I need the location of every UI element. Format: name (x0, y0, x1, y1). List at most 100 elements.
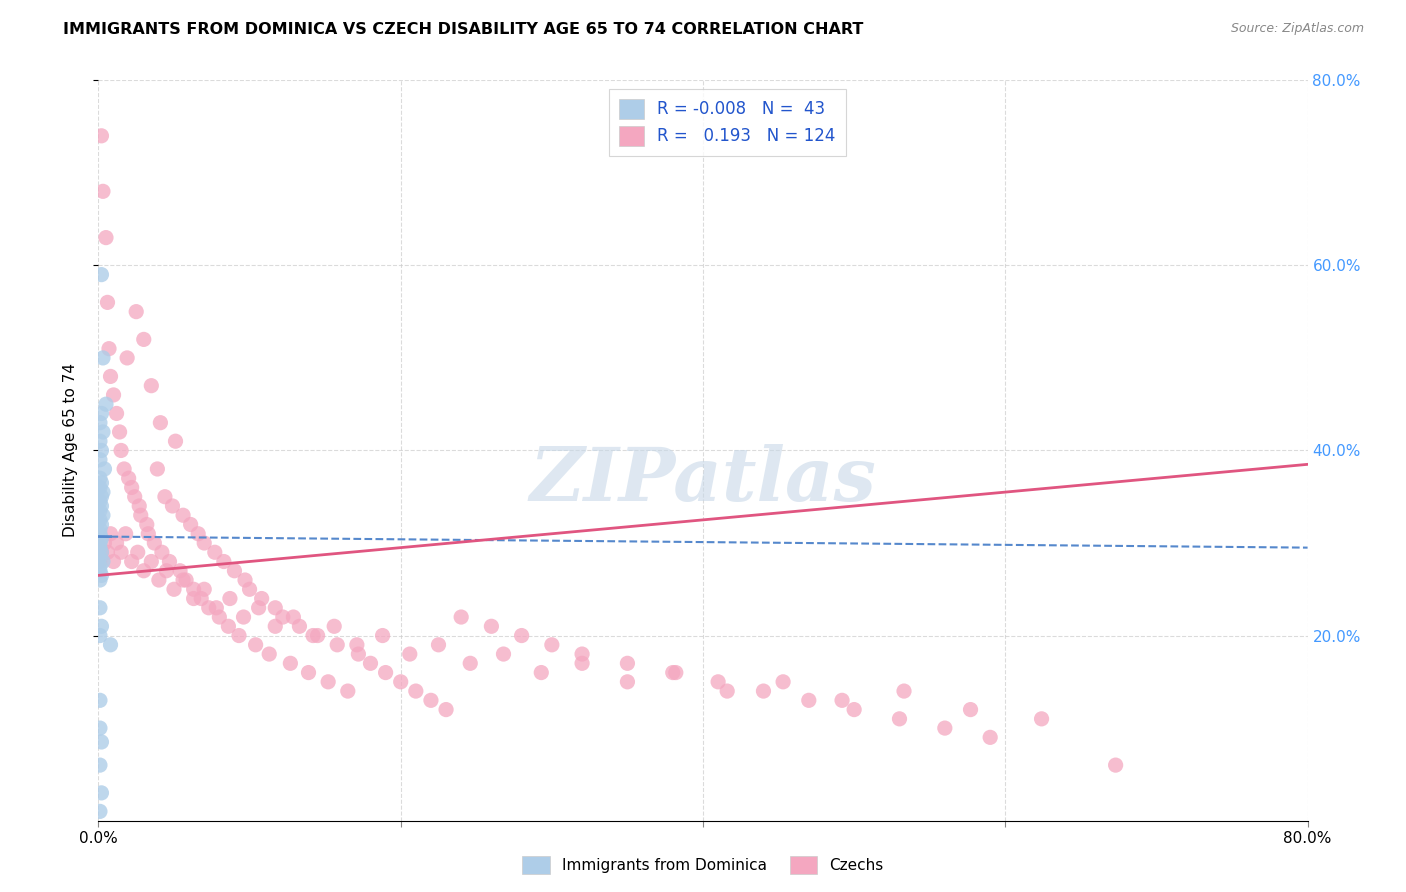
Point (374, 665, 396, 680)
Point (183, 591, 205, 606)
Point (96, 545, 118, 559)
Point (108, 425, 131, 439)
Point (90, 268, 112, 282)
Point (434, 703, 457, 717)
Point (224, 564, 246, 578)
Point (162, 499, 184, 513)
Point (93, 536, 115, 550)
Point (90, 490, 112, 504)
Point (831, 693, 853, 707)
Point (90, 475, 112, 490)
Point (90, 545, 112, 559)
Point (979, 731, 1001, 745)
Point (91, 351, 114, 365)
Point (110, 545, 132, 559)
Point (208, 610, 231, 624)
Point (336, 684, 359, 698)
Point (360, 657, 382, 671)
Point (271, 610, 294, 624)
Point (959, 703, 981, 717)
Point (302, 628, 325, 642)
Point (174, 573, 197, 587)
Point (571, 657, 593, 671)
Point (90, 443, 112, 458)
Point (91, 554, 114, 569)
Point (752, 684, 775, 698)
Point (149, 416, 172, 430)
Point (458, 657, 481, 671)
Point (114, 526, 136, 541)
Point (121, 481, 143, 495)
Point (89, 416, 111, 430)
Point (90, 619, 112, 633)
Point (283, 610, 305, 624)
Point (405, 684, 427, 698)
Point (323, 619, 346, 633)
Point (91, 425, 114, 439)
Point (89, 541, 111, 555)
Point (127, 545, 149, 559)
Point (772, 674, 794, 689)
Point (264, 619, 287, 633)
Point (398, 647, 420, 661)
Point (89, 805, 111, 819)
Point (89, 573, 111, 587)
Point (110, 443, 132, 458)
Point (91, 184, 114, 198)
Point (316, 674, 339, 689)
Point (89, 434, 111, 449)
Point (89, 600, 111, 615)
Point (143, 536, 166, 550)
Point (100, 526, 122, 541)
Point (90, 786, 112, 800)
Point (204, 545, 226, 559)
Point (257, 647, 280, 661)
Point (89, 536, 111, 550)
Point (165, 434, 187, 449)
Point (1104, 758, 1126, 772)
Point (280, 657, 302, 671)
Point (169, 564, 191, 578)
Point (141, 554, 163, 569)
Point (153, 490, 176, 504)
Point (90, 407, 112, 421)
Point (571, 647, 593, 661)
Point (100, 638, 122, 652)
Point (163, 582, 186, 597)
Point (492, 647, 515, 661)
Point (346, 638, 368, 652)
Point (91, 485, 114, 500)
Point (148, 573, 170, 587)
Point (616, 674, 638, 689)
Point (89, 471, 111, 485)
Point (90, 517, 112, 532)
Point (89, 481, 111, 495)
Point (128, 499, 150, 513)
Point (183, 582, 205, 597)
Point (510, 628, 533, 642)
Point (193, 536, 215, 550)
Point (212, 554, 235, 569)
Point (232, 610, 254, 624)
Point (180, 517, 202, 532)
Point (297, 665, 319, 680)
Point (121, 554, 143, 569)
Point (89, 522, 111, 536)
Point (90, 532, 112, 546)
Point (934, 721, 956, 735)
Point (155, 564, 177, 578)
Point (94, 230, 117, 244)
Point (105, 536, 128, 550)
Point (125, 304, 148, 318)
Point (187, 526, 209, 541)
Point (172, 573, 194, 587)
Point (89, 503, 111, 517)
Point (115, 351, 138, 365)
Point (89, 628, 111, 642)
Point (427, 638, 450, 652)
Point (89, 452, 111, 467)
Point (716, 684, 738, 698)
Point (247, 600, 270, 615)
Point (129, 508, 152, 523)
Point (540, 638, 562, 652)
